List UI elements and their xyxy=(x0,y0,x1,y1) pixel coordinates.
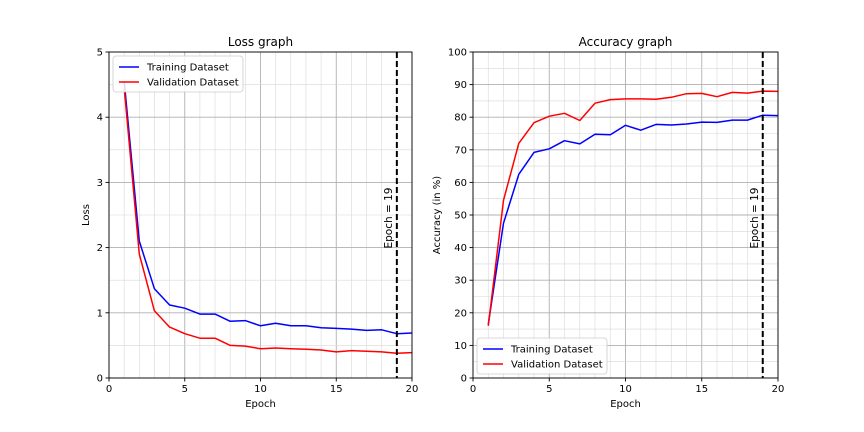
epoch-marker-label: Epoch = 19 xyxy=(383,188,395,249)
x-tick-label: 10 xyxy=(254,384,267,395)
x-tick-label: 20 xyxy=(772,384,785,395)
x-tick-label: 15 xyxy=(695,384,708,395)
y-tick-label: 0 xyxy=(97,374,103,385)
x-axis-label: Epoch xyxy=(245,399,276,410)
x-tick-label: 10 xyxy=(619,384,632,395)
y-tick-label: 3 xyxy=(97,178,103,189)
y-tick-label: 1 xyxy=(97,308,103,319)
y-tick-label: 0 xyxy=(461,374,467,385)
x-tick-label: 5 xyxy=(182,384,188,395)
y-tick-label: 90 xyxy=(454,80,467,91)
y-tick-label: 10 xyxy=(454,341,467,352)
y-tick-label: 30 xyxy=(454,276,467,287)
x-tick-label: 20 xyxy=(406,384,419,395)
epoch-marker-label: Epoch = 19 xyxy=(749,188,761,249)
legend-box xyxy=(476,337,608,375)
x-tick-label: 0 xyxy=(470,384,476,395)
x-tick-label: 5 xyxy=(546,384,552,395)
y-tick-label: 5 xyxy=(97,48,103,59)
series-line-1 xyxy=(487,90,779,326)
y-tick-label: 2 xyxy=(97,243,103,254)
x-tick-label: 0 xyxy=(106,384,112,395)
legend-box xyxy=(112,55,244,93)
series-line-0 xyxy=(123,81,413,335)
series-line-1 xyxy=(123,87,413,354)
x-tick-label: 15 xyxy=(330,384,343,395)
y-tick-label: 60 xyxy=(454,178,467,189)
x-axis-label: Epoch xyxy=(610,399,641,410)
legend-label-1: Validation Dataset xyxy=(511,360,603,371)
chart-title: Loss graph xyxy=(228,35,293,49)
y-axis-label: Loss xyxy=(81,204,92,226)
y-tick-label: 100 xyxy=(448,48,467,59)
y-tick-label: 4 xyxy=(97,113,103,124)
y-tick-label: 80 xyxy=(454,113,467,124)
y-axis-label: Accuracy (in %) xyxy=(432,176,443,255)
y-tick-label: 40 xyxy=(454,243,467,254)
y-tick-label: 20 xyxy=(454,308,467,319)
legend: Training Dataset Validation Dataset xyxy=(112,55,244,93)
legend-label-1: Validation Dataset xyxy=(147,78,239,89)
series-line-0 xyxy=(487,114,779,325)
legend: Training Dataset Validation Dataset xyxy=(476,337,608,375)
legend-label-0: Training Dataset xyxy=(146,63,229,74)
chart-title: Accuracy graph xyxy=(579,35,673,49)
y-tick-label: 70 xyxy=(454,145,467,156)
chart-1: Epoch = 19 0 5 10 15 20 0 10 20 30 40 50 60 70 80 90 100… xyxy=(432,35,784,410)
y-tick-label: 50 xyxy=(454,211,467,222)
chart-0: Epoch = 19 0 5 10 15 20 0 1 2 3 4 5 Loss graph Epoch L… xyxy=(81,35,418,410)
legend-label-0: Training Dataset xyxy=(510,345,593,356)
